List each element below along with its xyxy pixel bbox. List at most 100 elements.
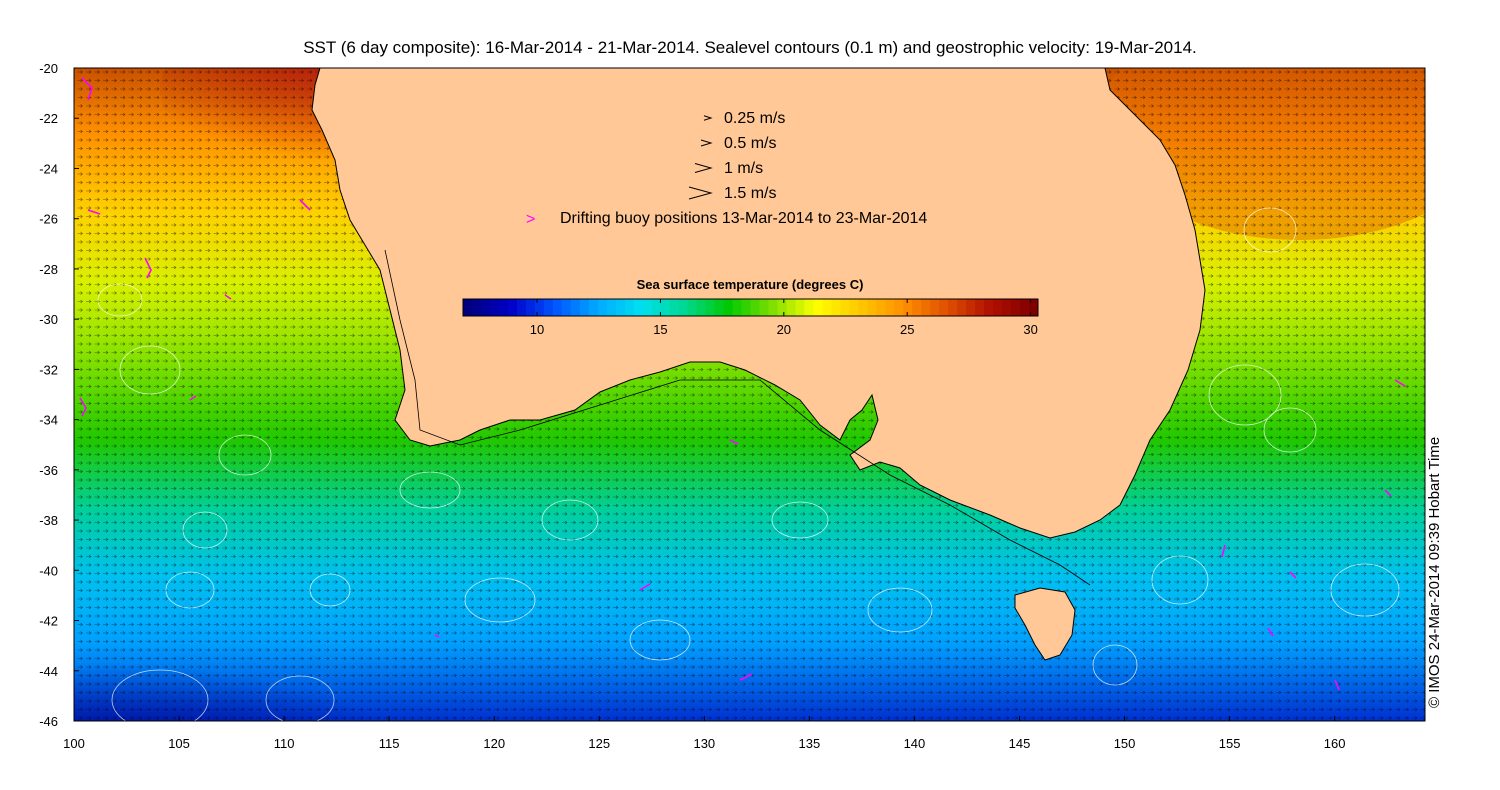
velocity-legend-arrow — [694, 163, 713, 173]
x-tick-label: 155 — [1219, 736, 1241, 751]
x-tick-label: 145 — [1009, 736, 1031, 751]
colorbar-cell — [894, 299, 904, 316]
colorbar-cell — [1020, 299, 1030, 316]
colorbar-cell — [912, 299, 922, 316]
x-tick-label: 115 — [379, 736, 400, 751]
colorbar-cell — [525, 299, 536, 316]
colorbar-cell — [534, 299, 545, 316]
colorbar-cell — [768, 299, 778, 316]
x-tick-label: 100 — [63, 736, 85, 751]
colorbar-cell — [741, 299, 751, 316]
colorbar-cell — [471, 299, 482, 316]
colorbar-cell — [660, 299, 671, 316]
colorbar-tick-label: 20 — [777, 322, 791, 337]
drifting-buoy-tracks — [79, 77, 1406, 691]
colorbar-tick-label: 10 — [530, 322, 544, 337]
colorbar-ticks: 10 15 20 25 30 — [530, 299, 1038, 337]
colorbar-cell — [993, 299, 1003, 316]
colorbar-cell — [615, 299, 626, 316]
velocity-legend-arrow — [688, 186, 713, 200]
colorbar-cell — [714, 299, 725, 316]
figure-title: SST (6 day composite): 16-Mar-2014 - 21-… — [303, 38, 1197, 57]
colorbar-cell — [921, 299, 931, 316]
y-tick-label: -38 — [39, 513, 58, 528]
x-tick-label: 120 — [483, 736, 505, 751]
x-tick-label: 110 — [274, 736, 295, 751]
y-tick-label: -46 — [39, 714, 58, 729]
colorbar-cell — [579, 299, 590, 316]
colorbar-cell — [957, 299, 967, 316]
colorbar-cell — [822, 299, 832, 316]
colorbar-cell — [759, 299, 769, 316]
colorbar-cell — [867, 299, 877, 316]
colorbar-cell — [588, 299, 599, 316]
colorbar-cell — [1002, 299, 1012, 316]
colorbar-cell — [1029, 299, 1039, 316]
continental-shelf-contour — [384, 249, 1091, 586]
colorbar-cell — [795, 299, 805, 316]
y-tick-label: -42 — [39, 614, 58, 629]
colorbar-cell — [966, 299, 976, 316]
colorbar-cell — [687, 299, 698, 316]
y-tick-label: -28 — [39, 262, 58, 277]
colorbar-cell — [885, 299, 895, 316]
colorbar-cell — [732, 299, 743, 316]
plot-frame — [73, 67, 1426, 722]
colorbar-cell — [570, 299, 581, 316]
colorbar-cell — [948, 299, 958, 316]
colorbar-cell — [561, 299, 572, 316]
colorbar-cell — [606, 299, 617, 316]
velocity-legend-label: 0.5 m/s — [724, 135, 776, 152]
colorbar-cell — [463, 299, 473, 316]
colorbar-cell — [642, 299, 653, 316]
buoy-legend-marker: > — [526, 211, 535, 228]
colorbar-cell — [489, 299, 500, 316]
colorbar-cell — [705, 299, 716, 316]
colorbar-cell — [480, 299, 491, 316]
velocity-legend-label: 1.5 m/s — [724, 185, 776, 202]
colorbar-cell — [984, 299, 994, 316]
y-tick-label: -44 — [39, 664, 58, 679]
colorbar-cell — [786, 299, 796, 316]
velocity-legend: 0.25 m/s 0.5 m/s 1 m/s 1.5 m/s > Drifting b… — [526, 110, 927, 228]
colorbar-cell — [723, 299, 734, 316]
tasmania-landmass — [1014, 587, 1076, 661]
colorbar-cell — [840, 299, 850, 316]
y-tick-label: -32 — [39, 362, 58, 377]
sst-colorbar: Sea surface temperature (degrees C) 10 15… — [462, 277, 1039, 337]
y-tick-label: -36 — [39, 463, 58, 478]
colorbar-cell — [813, 299, 823, 316]
colorbar-cell — [552, 299, 563, 316]
colorbar-tick-label: 30 — [1023, 322, 1037, 337]
colorbar-cell — [633, 299, 644, 316]
sealevel-contours — [97, 207, 1400, 721]
buoy-legend-label: Drifting buoy positions 13-Mar-2014 to 2… — [560, 210, 927, 227]
colorbar-cell — [930, 299, 940, 316]
colorbar-frame — [462, 298, 1039, 317]
map-axes: 100 105 110 115 120 125 130 135 140 145 150 155 160 … — [39, 61, 1426, 751]
colorbar-cell — [858, 299, 868, 316]
colorbar-cells — [463, 299, 1039, 316]
colorbar-tick-label: 15 — [653, 322, 667, 337]
velocity-legend-arrow — [703, 115, 713, 121]
colorbar-cell — [696, 299, 707, 316]
colorbar-cell — [777, 299, 787, 316]
colorbar-cell — [669, 299, 680, 316]
y-tick-label: -22 — [39, 111, 58, 126]
x-tick-label: 125 — [588, 736, 610, 751]
x-tick-label: 135 — [799, 736, 821, 751]
colorbar-cell — [876, 299, 886, 316]
colorbar-cell — [804, 299, 814, 316]
velocity-legend-arrow — [700, 139, 713, 147]
x-tick-label: 160 — [1324, 736, 1346, 751]
colorbar-title: Sea surface temperature (degrees C) — [637, 277, 864, 292]
colorbar-cell — [1011, 299, 1021, 316]
colorbar-cell — [831, 299, 841, 316]
colorbar-cell — [624, 299, 635, 316]
colorbar-cell — [849, 299, 859, 316]
y-tick-label: -24 — [39, 161, 58, 176]
colorbar-cell — [516, 299, 527, 316]
colorbar-cell — [750, 299, 760, 316]
colorbar-cell — [651, 299, 662, 316]
